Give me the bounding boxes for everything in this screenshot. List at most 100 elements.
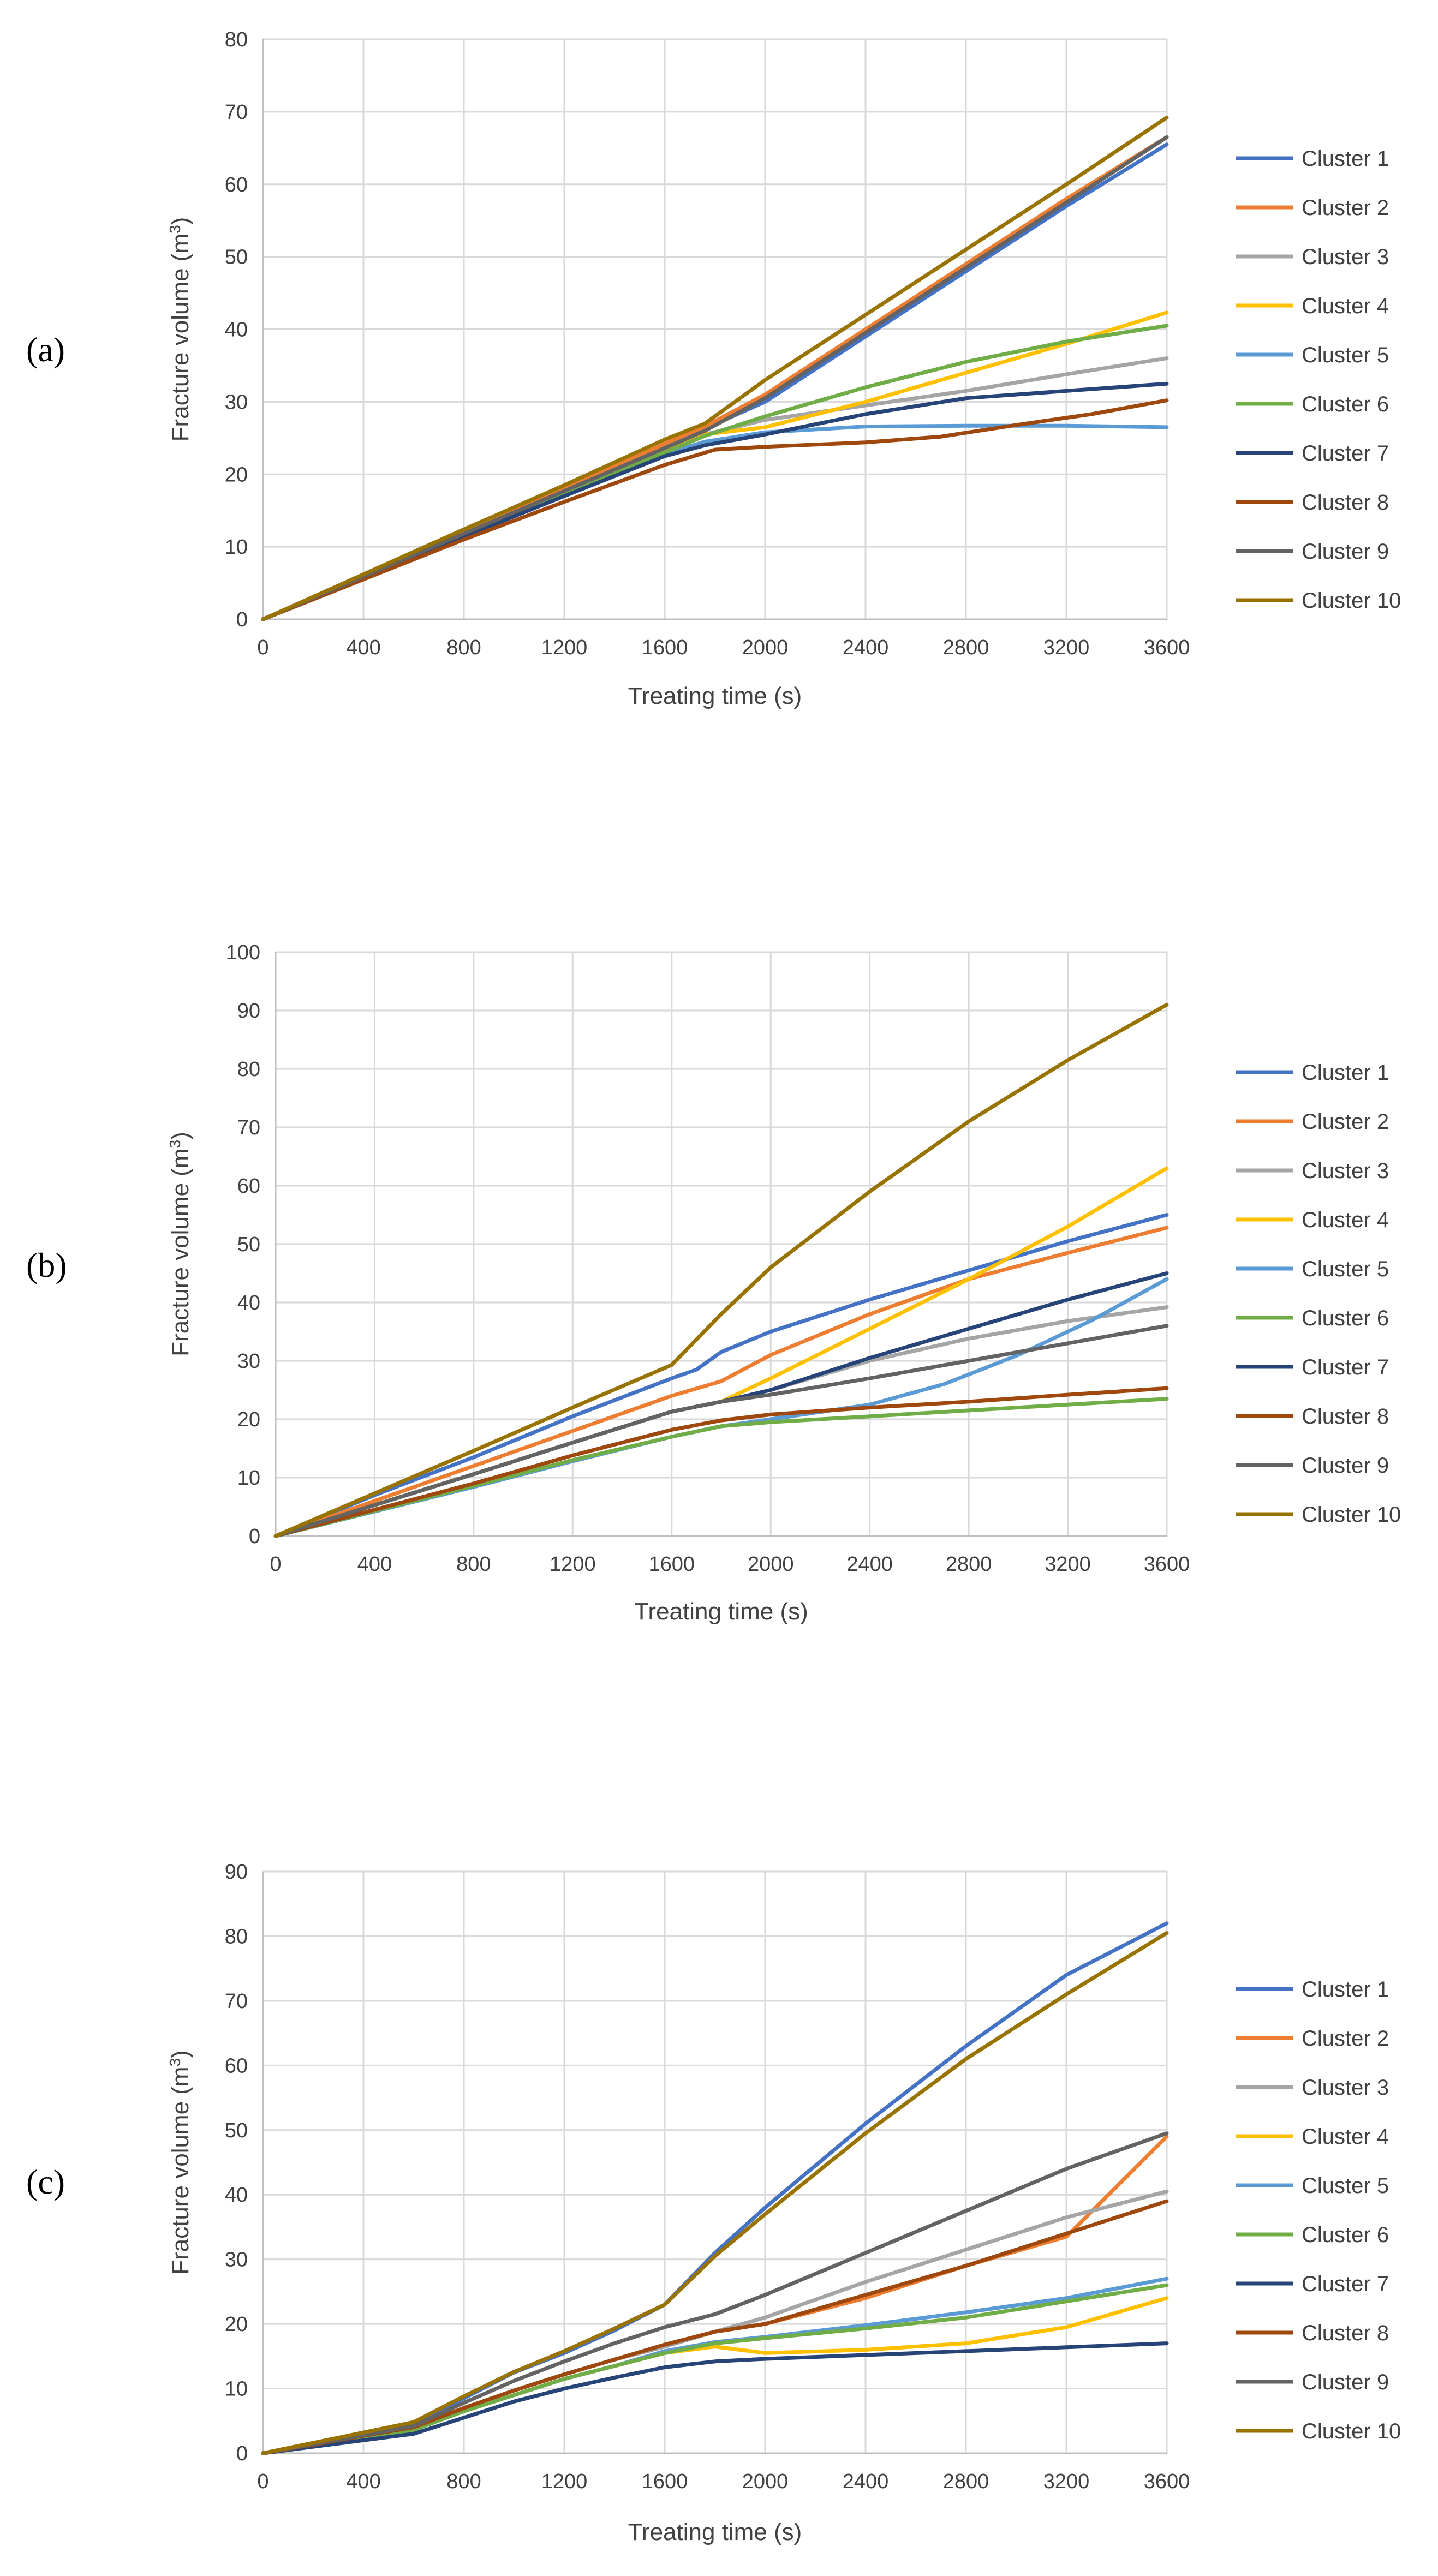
y-axis-label-main: Fracture volume (m: [167, 1148, 194, 1356]
legend-label: Cluster 5: [1302, 2174, 1389, 2198]
legend: Cluster 1 Cluster 2 Cluster 3 Cluster 4 Clus…: [1236, 1061, 1401, 1527]
x-tick-label: 3200: [1043, 2470, 1090, 2493]
y-tick-label: 50: [225, 246, 248, 269]
legend-label: Cluster 9: [1302, 2370, 1389, 2394]
y-tick-label: 30: [225, 391, 248, 414]
legend-label: Cluster 9: [1302, 1454, 1389, 1478]
y-tick-label: 60: [237, 1175, 260, 1198]
y-tick-label: 40: [225, 319, 248, 342]
legend-label: Cluster 10: [1302, 1503, 1401, 1527]
x-tick-label: 800: [456, 1553, 491, 1576]
series-line-cluster-9: [261, 135, 1169, 621]
x-tick-label: 3600: [1144, 2470, 1190, 2493]
series-line-cluster-6: [261, 2283, 1169, 2455]
y-tick-label: 50: [237, 1233, 260, 1256]
y-tick-label: 70: [237, 1116, 260, 1139]
series-line-cluster-7: [261, 2341, 1169, 2455]
legend-label: Cluster 7: [1302, 2272, 1389, 2296]
y-tick-label: 80: [225, 28, 248, 51]
x-tick-label: 1200: [550, 1553, 596, 1576]
y-tick-label: 20: [225, 2313, 248, 2336]
legend-label: Cluster 6: [1302, 1306, 1389, 1330]
legend-label: Cluster 3: [1302, 245, 1389, 269]
x-axis-label: Treating time (s): [634, 1598, 808, 1625]
x-tick-label: 400: [357, 1553, 392, 1576]
x-tick-label: 2800: [943, 636, 989, 659]
series-line-cluster-8: [261, 398, 1169, 621]
x-tick-label: 0: [257, 636, 268, 659]
legend-label: Cluster 3: [1302, 2076, 1389, 2100]
y-tick-label: 30: [225, 2249, 248, 2272]
y-axis-label-superscript: 3: [166, 225, 183, 234]
y-tick-label: 80: [237, 1058, 260, 1081]
series-line-cluster-9: [261, 2131, 1169, 2455]
panel-label: (c): [26, 2162, 65, 2201]
legend-label: Cluster 2: [1302, 1110, 1389, 1134]
series-line-cluster-6: [261, 324, 1169, 621]
y-tick-label: 60: [225, 174, 248, 196]
x-tick-label: 400: [346, 2470, 380, 2493]
y-tick-label: 80: [225, 1925, 248, 1948]
x-tick-label: 3600: [1144, 1553, 1190, 1576]
series-line-cluster-3: [261, 2189, 1169, 2455]
legend-label: Cluster 3: [1302, 1159, 1389, 1183]
series-line-cluster-8: [261, 2199, 1169, 2455]
series-line-cluster-9: [273, 1324, 1169, 1538]
legend: Cluster 1 Cluster 2 Cluster 3 Cluster 4 Clus…: [1236, 147, 1401, 613]
y-tick-label: 10: [225, 2378, 248, 2401]
legend-label: Cluster 1: [1302, 1061, 1389, 1085]
y-axis-label-main: Fracture volume (m: [167, 2066, 194, 2274]
x-axis-label: Treating time (s): [628, 683, 802, 709]
x-tick-label: 2000: [742, 2470, 789, 2493]
x-tick-label: 400: [346, 636, 380, 659]
x-tick-label: 0: [270, 1553, 281, 1576]
legend-label: Cluster 9: [1302, 540, 1389, 564]
legend-label: Cluster 7: [1302, 1355, 1389, 1379]
x-tick-label: 2000: [742, 636, 789, 659]
y-tick-label: 20: [225, 463, 248, 486]
x-tick-label: 3200: [1045, 1553, 1091, 1576]
x-tick-label: 2800: [946, 1553, 992, 1576]
x-tick-label: 2800: [943, 2470, 989, 2493]
legend-label: Cluster 1: [1302, 147, 1389, 171]
series-line-cluster-1: [261, 1921, 1169, 2455]
panel-label: (a): [26, 330, 65, 369]
y-tick-label: 0: [236, 2442, 248, 2465]
plot-area: [262, 1870, 1168, 2454]
series-line-cluster-5: [261, 423, 1169, 621]
y-tick-label: 90: [225, 1861, 248, 1884]
legend-label: Cluster 5: [1302, 1257, 1389, 1281]
y-tick-label: 70: [225, 1990, 248, 2013]
x-tick-label: 1600: [642, 2470, 688, 2493]
legend-label: Cluster 6: [1302, 392, 1389, 416]
y-tick-label: 10: [237, 1467, 260, 1490]
x-tick-label: 2400: [846, 1553, 893, 1576]
legend-label: Cluster 7: [1302, 441, 1389, 465]
legend-label: Cluster 2: [1302, 196, 1389, 220]
y-tick-label: 40: [225, 2184, 248, 2207]
y-tick-label: 0: [236, 608, 248, 631]
x-tick-label: 1600: [649, 1553, 695, 1576]
y-axis-label: Fracture volume (m3): [166, 217, 194, 442]
y-tick-label: 40: [237, 1292, 260, 1314]
x-tick-label: 800: [446, 2470, 481, 2493]
y-tick-label: 20: [237, 1408, 260, 1431]
y-axis-label: Fracture volume (m3): [166, 1132, 194, 1356]
y-axis-label-end: ): [167, 2050, 194, 2058]
y-tick-label: 70: [225, 101, 248, 124]
series-line-cluster-1: [273, 1213, 1169, 1538]
legend-label: Cluster 10: [1302, 589, 1401, 613]
legend-label: Cluster 10: [1302, 2419, 1401, 2443]
y-tick-label: 50: [225, 2119, 248, 2142]
series-line-cluster-4: [261, 310, 1169, 621]
chart-panel-2: (b) 0 10 20 30 40 50 60 70 80 90 100 0 400 800 1200 1600…: [26, 941, 1401, 1625]
series-line-cluster-2: [273, 1226, 1169, 1538]
x-tick-label: 800: [446, 636, 481, 659]
series-line-cluster-10: [273, 1002, 1169, 1538]
legend-label: Cluster 1: [1302, 1977, 1389, 2001]
x-tick-label: 1600: [642, 636, 688, 659]
y-tick-label: 0: [249, 1525, 260, 1548]
x-tick-label: 3200: [1043, 636, 1090, 659]
